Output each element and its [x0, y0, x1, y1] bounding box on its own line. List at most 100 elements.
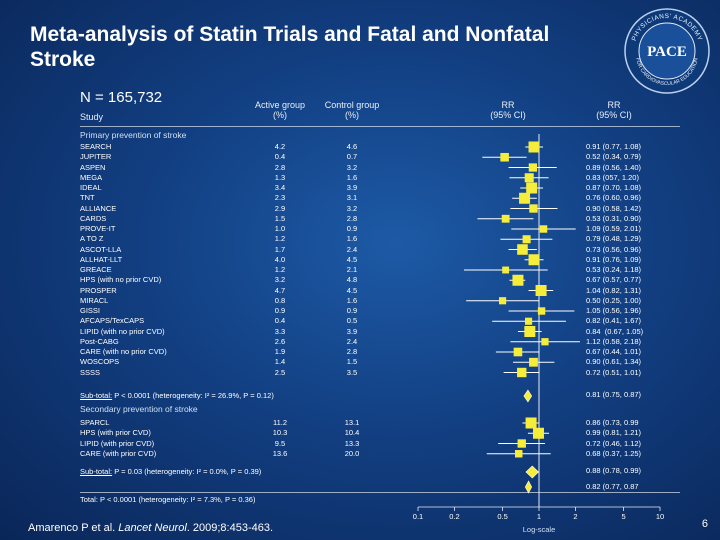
point-estimate — [524, 326, 536, 337]
primary-subtotal-diamond — [523, 389, 533, 403]
control-value: 1.6 — [346, 234, 358, 244]
rr-ci-text: 0.89 (0.56, 1.40) — [586, 162, 642, 172]
rr-ci-text: 0.83 (057, 1.20) — [586, 172, 639, 182]
rr-ci-text: 0.67 (0.44, 1.01) — [586, 347, 642, 356]
x-tick-label: 0.2 — [449, 512, 459, 521]
point-estimate — [500, 152, 509, 162]
study-name: TNT — [80, 193, 95, 203]
study-name: CARE (with no prior CVD) — [80, 347, 167, 356]
study-name: ASPEN — [80, 162, 106, 172]
active-value: 1.7 — [274, 244, 286, 254]
control-value: 10.4 — [344, 428, 360, 438]
rr-ci-text: 0.53 (0.31, 0.90) — [586, 213, 642, 223]
point-estimate — [519, 192, 531, 204]
rr-ci-text: 0.99 (0.81, 1.21) — [586, 428, 642, 438]
active-value: 1.2 — [274, 265, 286, 274]
active-value: 2.8 — [274, 162, 286, 172]
citation-journal: Lancet Neurol — [118, 522, 187, 534]
rr-ci-text: 0.73 (0.56, 0.96) — [586, 244, 642, 254]
control-value: 3.2 — [346, 162, 358, 172]
point-estimate — [529, 357, 538, 367]
header-control: Control group (%) — [324, 100, 380, 120]
citation: Amarenco P et al. Lancet Neurol. 2009;8:… — [28, 522, 273, 534]
rr-ci-text: 1.12 (0.58, 2.18) — [586, 336, 642, 346]
study-name: JUPITER — [80, 152, 112, 162]
control-value: 0.7 — [346, 152, 358, 162]
secondary-section-label: Secondary prevention of stroke — [80, 404, 198, 414]
citation-ref: . 2009;8:453-463. — [186, 522, 274, 534]
point-estimate — [517, 439, 526, 448]
secondary-subtotal-ci: 0.88 (0.78, 0.99) — [586, 466, 642, 475]
control-value: 3.9 — [346, 326, 358, 336]
point-estimate — [502, 266, 510, 274]
active-value: 13.6 — [272, 448, 288, 458]
study-name: LIPID (with no prior CVD) — [80, 326, 165, 336]
rr-ci-text: 0.91 (0.76, 1.09) — [586, 254, 642, 264]
x-tick-label: 10 — [656, 512, 664, 521]
rr-ci-text: 1.05 (0.56, 1.96) — [586, 306, 642, 315]
control-value: 3.9 — [346, 183, 358, 192]
rr-ci-text: 0.86 (0.73, 0.99 — [586, 418, 639, 427]
active-value: 0.4 — [274, 152, 286, 162]
primary-subtotal: Sub-total: P < 0.0001 (heterogeneity: I²… — [80, 391, 274, 400]
active-value: 1.0 — [274, 224, 286, 233]
study-name: A TO Z — [80, 234, 104, 244]
control-value: 0.5 — [346, 316, 358, 326]
point-estimate — [537, 307, 546, 315]
study-name: PROVE-IT — [80, 224, 116, 233]
control-value: 3.5 — [346, 367, 358, 377]
point-estimate — [517, 367, 527, 378]
point-estimate — [525, 417, 537, 429]
control-value: 1.6 — [346, 172, 358, 182]
rr-ci-text: 0.82 (0.41, 1.67) — [586, 316, 642, 326]
control-value: 3.2 — [346, 203, 358, 213]
rr-ci-text: 1.04 (0.82, 1.31) — [586, 285, 642, 295]
header-rr-plot: RR (95% CI) — [490, 100, 526, 120]
control-value: 3.1 — [346, 193, 358, 203]
study-name: MIRACL — [80, 295, 109, 305]
x-axis-label: Log-scale — [523, 525, 556, 534]
active-value: 3.3 — [274, 326, 286, 336]
study-name: CARDS — [80, 213, 107, 223]
rr-ci-text: 0.53 (0.24, 1.18) — [586, 265, 642, 274]
rr-ci-text: 0.72 (0.46, 1.12) — [586, 438, 642, 448]
point-estimate — [517, 244, 528, 255]
active-value: 0.9 — [274, 306, 286, 315]
active-value: 2.6 — [274, 336, 286, 346]
active-value: 0.8 — [274, 295, 286, 305]
rr-ci-text: 0.87 (0.70, 1.08) — [586, 183, 642, 192]
point-estimate — [539, 225, 548, 233]
x-tick-label: 5 — [621, 512, 625, 521]
active-value: 2.9 — [274, 203, 286, 213]
active-value: 4.7 — [274, 285, 286, 295]
control-value: 1.5 — [346, 357, 358, 367]
primary-section-label: Primary prevention of stroke — [80, 130, 187, 140]
point-estimate — [498, 297, 507, 305]
study-name: AFCAPS/TexCAPS — [80, 316, 145, 326]
control-value: 13.1 — [344, 418, 360, 427]
control-value: 2.4 — [346, 336, 358, 346]
total-diamond — [524, 480, 533, 494]
primary-subtotal-label: Sub-total: — [80, 391, 113, 400]
total-text: Total: P < 0.0001 (heterogeneity: I² = 7… — [80, 495, 256, 504]
active-value: 1.2 — [274, 234, 286, 244]
rr-ci-text: 0.52 (0.34, 0.79) — [586, 152, 642, 162]
control-value: 2.4 — [346, 244, 358, 254]
rr-ci-text: 1.09 (0.59, 2.01) — [586, 224, 642, 233]
header-active: Active group (%) — [254, 100, 306, 120]
control-value: 4.8 — [346, 275, 358, 285]
point-estimate — [528, 141, 540, 153]
study-name: SEARCH — [80, 142, 112, 151]
study-name: IDEAL — [80, 183, 102, 192]
slide-title: Meta-analysis of Statin Trials and Fatal… — [30, 23, 550, 71]
active-value: 4.0 — [274, 254, 286, 264]
active-value: 0.4 — [274, 316, 286, 326]
control-value: 4.5 — [346, 254, 358, 264]
rr-ci-text: 0.90 (0.58, 1.42) — [586, 203, 642, 213]
study-name: WOSCOPS — [80, 357, 120, 367]
secondary-subtotal-diamond — [525, 465, 539, 479]
study-name: GREACE — [80, 265, 112, 274]
rr-ci-text: 0.79 (0.48, 1.29) — [586, 234, 642, 244]
point-estimate — [528, 254, 540, 266]
